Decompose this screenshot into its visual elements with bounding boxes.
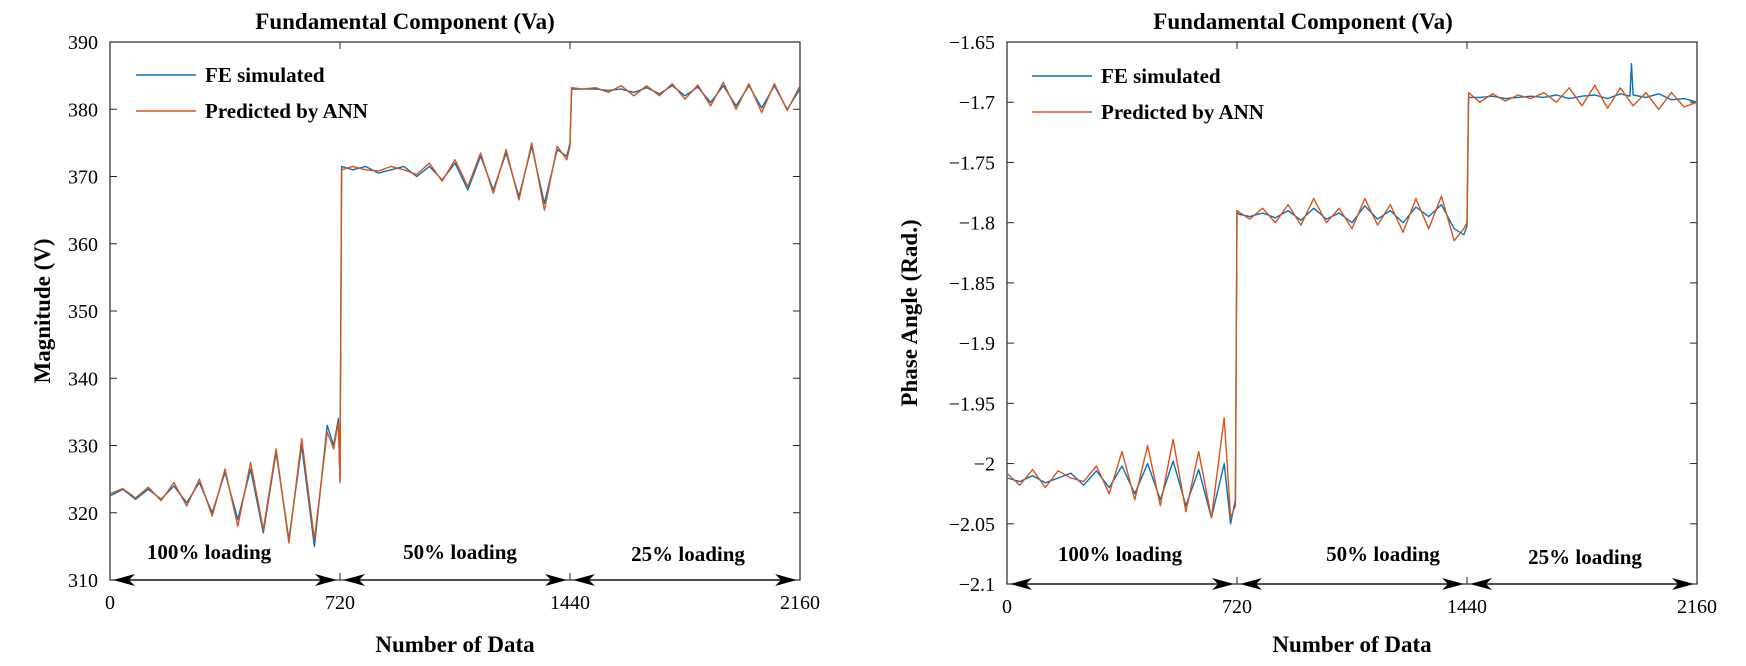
phase-angle-chart: Fundamental Component (Va) −2.1 −2.05 −2 −1… [897,9,1717,657]
loading-arrow-head-left [1010,578,1032,590]
loading-arrows [1010,578,1694,590]
y-axis-label: Magnitude (V) [30,238,55,383]
y-tick-label: 360 [68,234,98,256]
annotation-100-loading: 100% loading [1058,542,1183,566]
x-axis-label: Number of Data [375,632,535,657]
loading-arrow-head-left [1240,578,1262,590]
y-tick-label: 320 [68,503,98,525]
annotation-50-loading: 50% loading [1326,542,1440,566]
loading-arrow-head-right [315,574,337,586]
y-tick-label: −1.95 [949,393,995,415]
legend-label-predicted-by-ann: Predicted by ANN [205,99,368,123]
annotation-100-loading: 100% loading [147,540,272,564]
series-lines [1006,63,1698,525]
series-lines [109,81,801,548]
x-axis-ticks: 0 720 1440 2160 [1002,42,1717,618]
x-axis-label: Number of Data [1272,632,1432,657]
legend-label-fe-simulated: FE simulated [205,63,325,87]
x-tick-label: 2160 [780,592,820,614]
annotation-50-loading: 50% loading [403,540,517,564]
series-line-fe-simulated [1006,63,1698,525]
chart-title: Fundamental Component (Va) [255,9,554,34]
x-tick-label: 720 [325,592,355,614]
y-tick-label: −1.65 [949,32,995,54]
y-tick-label: 380 [68,99,98,121]
loading-arrows [113,574,797,586]
x-tick-label: 2160 [1677,596,1717,618]
y-tick-label: −1.75 [949,152,995,174]
loading-arrow-head-right [1442,578,1464,590]
y-tick-label: 330 [68,436,98,458]
magnitude-chart: Fundamental Component (Va) 3103203303403… [30,9,820,657]
y-tick-label: −2.1 [959,574,995,596]
x-tick-label: 0 [1002,596,1012,618]
loading-arrow-head-left [113,574,135,586]
series-line-predicted-by-ann [1006,84,1698,519]
y-axis-label: Phase Angle (Rad.) [897,219,922,406]
loading-arrow-head-left [573,574,595,586]
chart-title: Fundamental Component (Va) [1153,9,1452,34]
x-tick-label: 0 [105,592,115,614]
series-line-predicted-by-ann [109,81,801,544]
x-tick-label: 1440 [550,592,590,614]
series-line-fe-simulated [109,84,801,548]
y-tick-label: −1.85 [949,273,995,295]
y-tick-label: 370 [68,167,98,189]
x-tick-label: 720 [1222,596,1252,618]
loading-arrow-head-right [1672,578,1694,590]
annotation-25-loading: 25% loading [631,542,745,566]
legend-label-fe-simulated: FE simulated [1101,64,1221,88]
loading-arrow-head-left [1470,578,1492,590]
x-axis-ticks: 0 720 1440 2160 [105,42,820,614]
y-tick-label: −2 [974,454,995,476]
y-tick-label: 350 [68,301,98,323]
loading-arrow-head-right [1212,578,1234,590]
y-tick-label: −1.9 [959,333,995,355]
y-tick-label: −1.7 [959,92,995,114]
legend-label-predicted-by-ann: Predicted by ANN [1101,100,1264,124]
y-tick-label: 390 [68,32,98,54]
loading-arrow-head-right [775,574,797,586]
y-axis-ticks: 310 320 330 340 350 360 370 380 390 [68,32,800,592]
y-tick-label: −1.8 [959,213,995,235]
y-axis-ticks: −2.1 −2.05 −2 −1.95 −1.9 −1.85 −1.8 −1.75 −1.7 −1… [949,32,1697,596]
y-tick-label: −2.05 [949,514,995,536]
y-tick-label: 340 [68,368,98,390]
annotation-25-loading: 25% loading [1528,545,1642,569]
loading-arrow-head-right [545,574,567,586]
x-tick-label: 1440 [1447,596,1487,618]
loading-arrow-head-left [343,574,365,586]
y-tick-label: 310 [68,570,98,592]
